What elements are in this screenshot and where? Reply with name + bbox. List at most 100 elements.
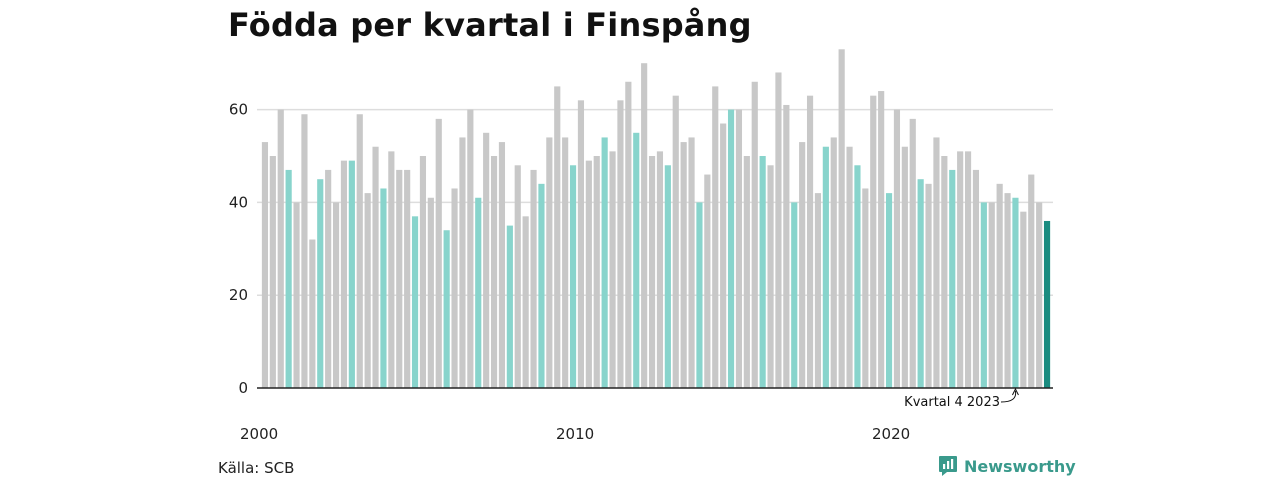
bar: [625, 81, 632, 388]
bar: [301, 114, 308, 389]
bar: [419, 156, 427, 388]
bar: [941, 156, 948, 388]
bar: [799, 142, 806, 388]
bar: [459, 137, 466, 388]
bar: [467, 109, 474, 388]
bar: [451, 188, 458, 388]
bar: [269, 156, 276, 388]
annotation-arrow: [1000, 390, 1017, 403]
bars: [261, 49, 1051, 389]
bar: [720, 123, 727, 389]
bar: [601, 137, 608, 388]
bar: [885, 193, 893, 388]
bar: [862, 188, 869, 388]
bar: [388, 151, 395, 388]
y-axis: 0 20 40 60: [229, 101, 1053, 397]
bar: [356, 114, 363, 389]
bar: [380, 188, 387, 388]
bar: [775, 72, 782, 388]
bar: [317, 179, 324, 388]
bar: [562, 137, 569, 388]
bar: [743, 156, 750, 388]
bar: [925, 183, 932, 388]
y-tick-label: 0: [238, 379, 248, 397]
bar: [735, 109, 743, 388]
bar: [1043, 220, 1051, 388]
bar: [546, 137, 553, 388]
bar: [554, 86, 561, 389]
bar: [285, 169, 292, 388]
bar: [688, 137, 695, 388]
bar: [838, 49, 845, 388]
bar: [783, 104, 790, 389]
bar: [348, 160, 355, 388]
annotation: Kvartal 4 2023: [904, 387, 1019, 410]
bar: [443, 230, 450, 388]
bar: [593, 156, 600, 388]
y-tick-label: 60: [229, 101, 248, 119]
bar: [727, 109, 735, 388]
bar: [712, 86, 719, 389]
bar: [309, 239, 316, 388]
bar: [293, 202, 300, 388]
bar: [498, 142, 506, 388]
bar: [996, 183, 1003, 388]
bar: [364, 193, 371, 388]
annotation-arrowhead: [1012, 387, 1019, 396]
bar: [830, 137, 837, 388]
bar: [964, 151, 972, 388]
bar: [648, 156, 656, 388]
bar: [427, 197, 434, 388]
bar: [814, 193, 822, 388]
bar: [641, 63, 648, 388]
brand-logo: Newsworthy: [938, 455, 1076, 477]
y-tick-label: 40: [229, 193, 248, 211]
bar: [325, 169, 332, 388]
bar: [980, 202, 987, 388]
bar: [751, 81, 758, 388]
bar: [901, 146, 908, 388]
bar: [1036, 202, 1043, 388]
bar: [806, 95, 814, 389]
bar: [909, 118, 916, 388]
bar: [704, 174, 711, 388]
bar: [1004, 193, 1011, 388]
bar: [617, 100, 624, 388]
x-axis: 2000 2010 2020: [240, 425, 910, 443]
bar: [506, 225, 513, 388]
bar: [514, 165, 521, 388]
bar: [475, 197, 482, 388]
bar: [988, 202, 995, 388]
bar: [664, 165, 671, 388]
bar: [332, 202, 340, 388]
bar: [957, 151, 964, 388]
x-tick-label: 2020: [872, 425, 910, 443]
bar: [411, 216, 419, 388]
bar: [917, 179, 924, 388]
source-note: Källa: SCB: [218, 459, 295, 477]
bar: [577, 100, 585, 388]
bar: [490, 156, 498, 388]
bar: [1020, 211, 1027, 388]
bar: [1012, 197, 1019, 388]
annotation-label: Kvartal 4 2023: [904, 395, 1000, 410]
bar: [585, 160, 592, 388]
bar: [933, 137, 940, 388]
bar: [404, 169, 411, 388]
y-tick-label: 20: [229, 286, 248, 304]
brand-name: Newsworthy: [964, 456, 1076, 476]
bar: [878, 91, 885, 388]
x-tick-label: 2000: [240, 425, 278, 443]
bar: [340, 160, 348, 388]
chart-title: Födda per kvartal i Finspång: [228, 6, 752, 44]
bar: [672, 95, 679, 389]
bar: [791, 202, 798, 388]
bar: [846, 146, 853, 388]
bar: [656, 151, 664, 388]
bar: [522, 216, 529, 388]
bar: [633, 132, 640, 388]
bar: [435, 118, 442, 388]
bar: [372, 146, 379, 388]
bar: [538, 183, 545, 388]
